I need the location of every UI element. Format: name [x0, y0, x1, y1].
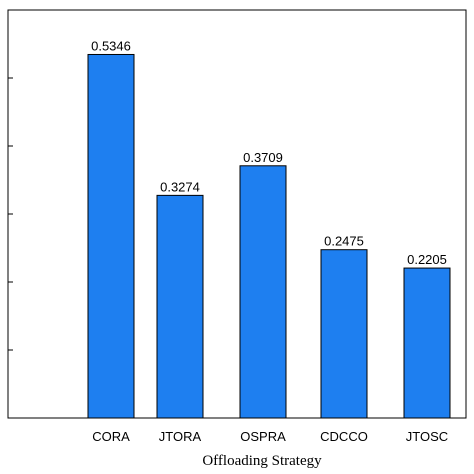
data-label-jtosc: 0.2205	[407, 252, 447, 267]
data-label-ospra: 0.3709	[243, 150, 283, 165]
bars	[87, 53, 451, 419]
x-tick-label-ospra: OSPRA	[240, 429, 286, 444]
data-label-cora: 0.5346	[91, 38, 131, 53]
data-label-cdcco: 0.2475	[324, 234, 364, 249]
x-tick-label-cdcco: CDCCO	[320, 429, 368, 444]
x-tick-label-jtora: JTORA	[159, 429, 202, 444]
bar-jtora	[156, 194, 204, 419]
x-axis-title: Offloading Strategy	[202, 453, 322, 469]
bar-cdcco	[320, 249, 368, 419]
x-tick-label-cora: CORA	[92, 429, 130, 444]
x-tick-labels: CORA JTORA OSPRA CDCCO JTOSC	[92, 429, 448, 444]
x-tick-label-jtosc: JTOSC	[406, 429, 448, 444]
data-labels: 0.5346 0.3274 0.3709 0.2475 0.2205	[91, 38, 447, 267]
bar-jtosc	[403, 267, 451, 419]
bar-cora	[87, 53, 135, 419]
plot-frame	[7, 9, 467, 419]
bar-ospra	[239, 165, 287, 419]
y-axis-ticks	[8, 9, 13, 419]
data-label-jtora: 0.3274	[160, 179, 200, 194]
